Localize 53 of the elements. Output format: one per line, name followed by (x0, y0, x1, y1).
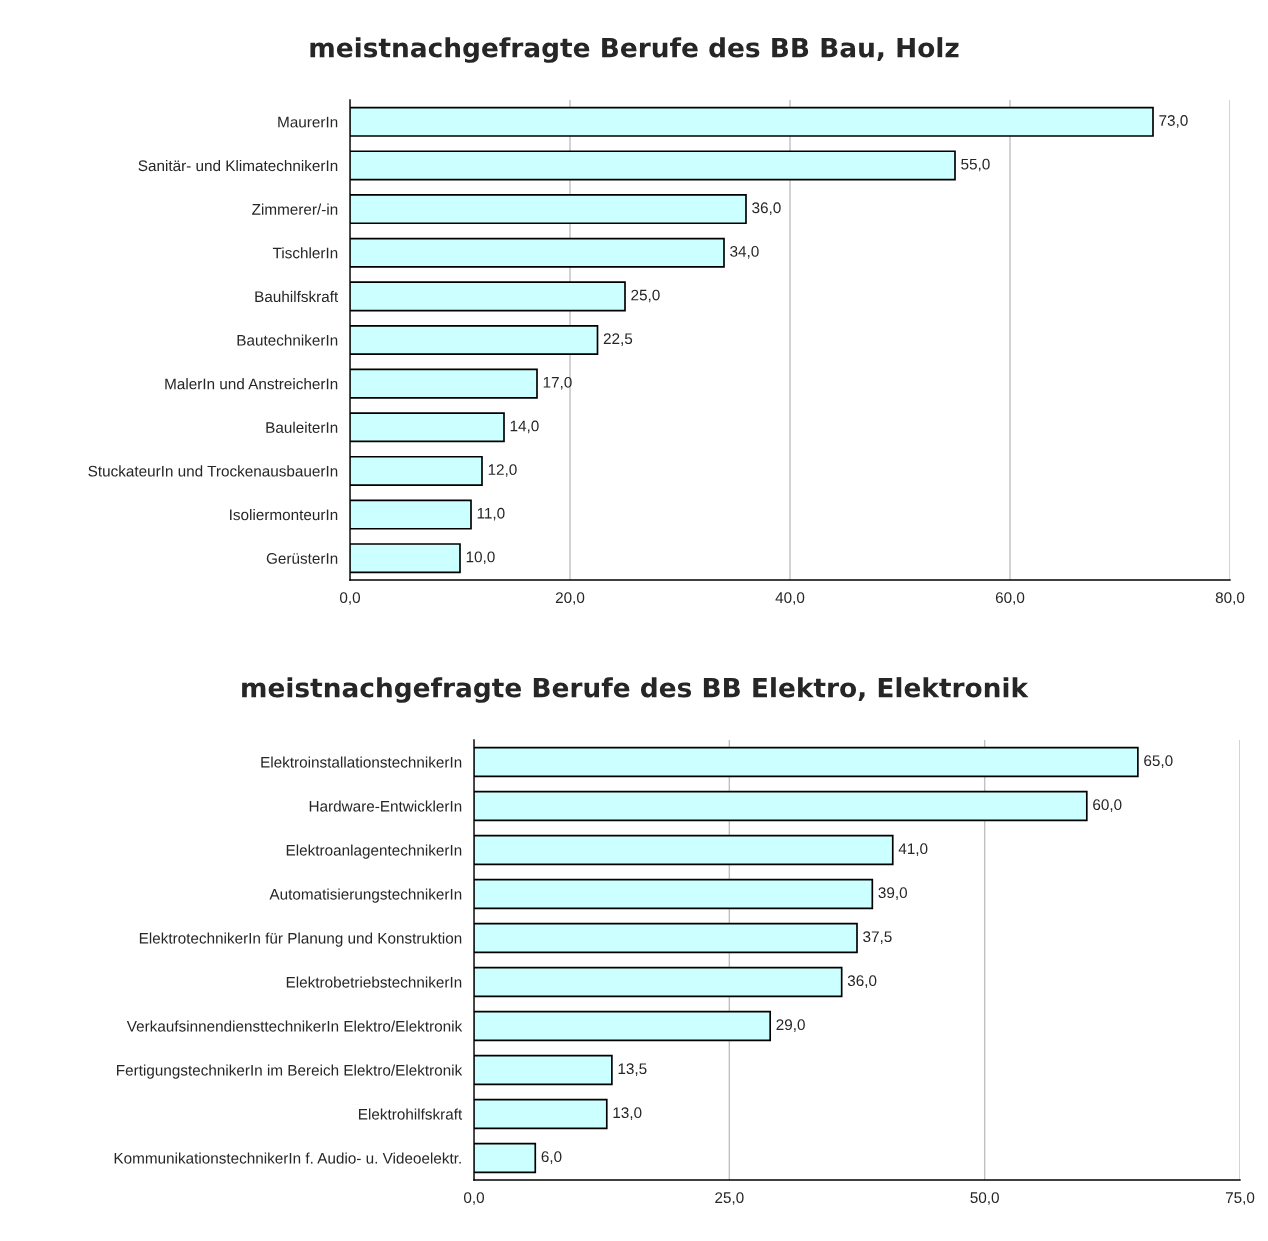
x-tick-label: 0,0 (463, 1192, 485, 1205)
x-tick-label: 60,0 (995, 592, 1025, 605)
y-tick-label: Zimmerer/-in (252, 203, 338, 215)
data-label: 22,5 (603, 333, 633, 346)
data-label: 11,0 (477, 507, 505, 521)
data-label: 34,0 (730, 246, 759, 259)
y-tick-label: Hardware-EntwicklerIn (309, 800, 462, 812)
y-tick-label: BautechnikerIn (237, 334, 338, 346)
x-tick-label: 40,0 (775, 592, 805, 605)
y-tick-label: FertigungstechnikerIn im Bereich Elektro/Elektronik (117, 1064, 463, 1079)
chart-title: meistnachgefragte Berufe des BB Elektro, Elektronik (242, 677, 1029, 703)
data-label: 39,0 (878, 887, 908, 900)
data-label: 36,0 (847, 975, 877, 988)
data-label: 41,0 (898, 843, 928, 856)
y-tick-label: TischlerIn (272, 247, 338, 259)
data-label: 14,0 (510, 420, 539, 434)
x-tick-label: 0,0 (339, 592, 361, 605)
y-tick-label: BauleiterIn (266, 421, 338, 433)
data-label: 13,5 (618, 1063, 647, 1076)
data-label: 36,0 (752, 202, 781, 215)
y-tick-label: MaurerIn (278, 116, 338, 128)
y-tick-label: KommunikationstechnikerIn f. Audio- u. Videoelektr. (114, 1152, 461, 1164)
data-label: 10,0 (466, 551, 495, 565)
y-tick-label: ElektrotechnikerIn für Planung und Konstruktion (139, 932, 462, 947)
x-tick-label: 25,0 (715, 1192, 744, 1205)
data-label: 55,0 (961, 158, 990, 172)
data-label: 25,0 (631, 289, 660, 303)
data-label: 73,0 (1159, 115, 1188, 128)
x-tick-label: 80,0 (1215, 592, 1245, 605)
x-tick-label: 50,0 (970, 1192, 999, 1205)
chart-title: meistnachgefragte Berufe des BB Bau, Holz (310, 37, 959, 63)
y-tick-label: ElektroinstallationstechnikerIn (261, 756, 462, 768)
y-tick-label: Bauhilfskraft (255, 290, 339, 303)
y-tick-label: Sanitär- und KlimatechnikerIn (138, 159, 338, 172)
data-label: 65,0 (1144, 755, 1173, 768)
data-label: 37,5 (863, 931, 892, 944)
y-tick-label: Elektrohilfskraft (359, 1108, 463, 1120)
x-tick-label: 75,0 (1225, 1192, 1255, 1205)
data-label: 13,0 (613, 1107, 642, 1120)
data-label: 12,0 (488, 464, 517, 477)
data-label: 29,0 (776, 1019, 805, 1032)
y-tick-label: ElektroanlagentechnikerIn (286, 844, 462, 859)
data-label: 6,0 (541, 1151, 562, 1164)
y-tick-label: MalerIn und AnstreicherIn (165, 378, 338, 390)
y-tick-label: GerüsterIn (266, 553, 338, 564)
x-tick-label: 20,0 (555, 592, 585, 605)
y-tick-label: ElektrobetriebstechnikerIn (286, 976, 462, 988)
y-tick-label: IsoliermonteurIn (230, 509, 338, 521)
data-label: 60,0 (1093, 799, 1122, 812)
y-tick-label: VerkaufsinnendiensttechnikerIn Elektro/Elektronik (126, 1020, 463, 1032)
y-tick-label: AutomatisierungstechnikerIn (269, 888, 462, 903)
y-tick-label: StuckateurIn und TrockenausbauerIn (88, 465, 338, 477)
data-label: 17,0 (543, 376, 572, 390)
